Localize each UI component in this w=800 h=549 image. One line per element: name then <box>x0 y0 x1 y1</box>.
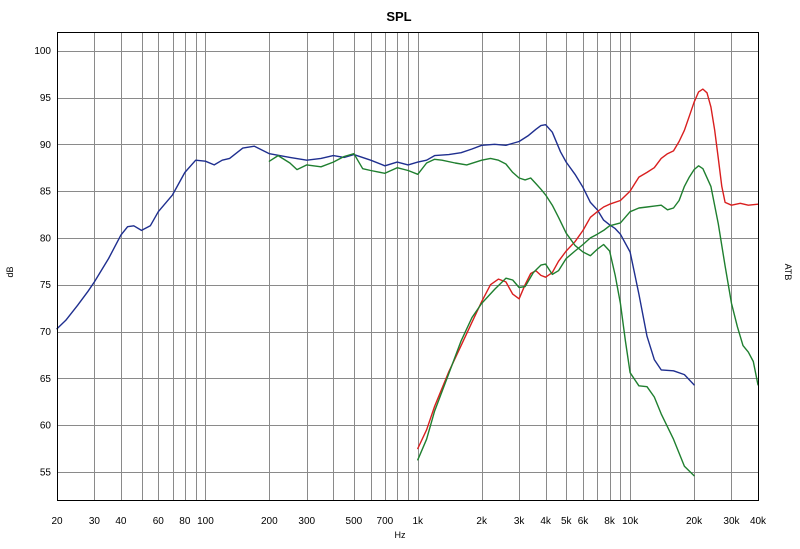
x-tick-label: 1k <box>413 516 425 527</box>
x-tick-label: 300 <box>298 516 315 527</box>
x-tick-label: 4k <box>540 516 552 527</box>
x-tick-label: 5k <box>561 516 573 527</box>
x-tick-label: 80 <box>179 516 191 527</box>
x-tick-label: 2k <box>476 516 488 527</box>
y-tick-label: 70 <box>40 327 52 338</box>
x-tick-label: 500 <box>346 516 363 527</box>
x-tick-labels: 20 30 40 60 80 100 200 300 500 700 1k 2k 3k 4k 5k 6k 8k 1… <box>51 516 767 527</box>
x-axis-title: Hz <box>395 530 406 540</box>
y-tick-label: 60 <box>40 421 52 432</box>
series-line-3 <box>268 152 695 477</box>
y-tick-label: 95 <box>40 93 52 104</box>
x-tick-label: 30 <box>89 516 101 527</box>
x-tick-label: 40k <box>750 516 767 527</box>
x-tick-label: 100 <box>197 516 214 527</box>
plot-frame <box>57 32 759 501</box>
y2-axis-title: ATB <box>783 264 793 281</box>
y-tick-label: 100 <box>34 46 51 57</box>
x-tick-label: 40 <box>115 516 127 527</box>
series-line-1 <box>56 123 695 386</box>
x-tick-label: 20k <box>686 516 703 527</box>
x-tick-label: 700 <box>377 516 394 527</box>
series-layer <box>56 88 759 477</box>
x-tick-label: 60 <box>153 516 165 527</box>
y-tick-label: 90 <box>40 140 52 151</box>
y-tick-labels: 55 60 65 70 75 80 85 90 95 100 <box>34 46 51 478</box>
series-line-2 <box>417 88 759 450</box>
x-tick-label: 10k <box>622 516 639 527</box>
series-line-4 <box>417 165 759 461</box>
y-tick-label: 75 <box>40 280 52 291</box>
chart-title: SPL <box>386 9 411 24</box>
x-tick-label: 8k <box>604 516 616 527</box>
y-tick-label: 80 <box>40 233 52 244</box>
x-tick-label: 3k <box>514 516 526 527</box>
x-tick-label: 30k <box>723 516 740 527</box>
x-tick-label: 200 <box>261 516 278 527</box>
x-tick-label: 20 <box>51 516 63 527</box>
y-tick-label: 65 <box>40 374 52 385</box>
y-tick-label: 55 <box>40 467 52 478</box>
x-tick-label: 6k <box>578 516 590 527</box>
y-tick-label: 85 <box>40 187 52 198</box>
grid <box>57 32 759 500</box>
y-axis-title: dB <box>5 266 15 277</box>
